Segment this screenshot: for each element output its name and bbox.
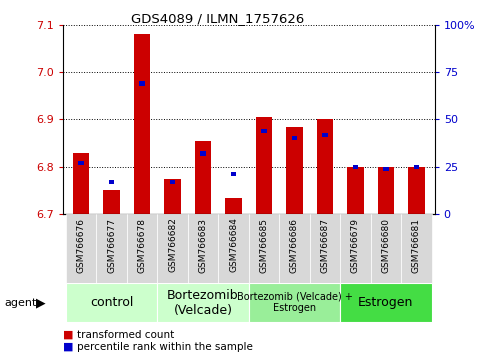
Text: GSM766681: GSM766681 [412,218,421,273]
Bar [127,214,157,283]
Text: GSM766683: GSM766683 [199,218,208,273]
Text: GSM766682: GSM766682 [168,218,177,273]
Bar [292,136,297,141]
Text: ■: ■ [63,342,73,352]
Text: GSM766678: GSM766678 [138,218,146,273]
Bar [170,180,175,184]
Bar [73,153,89,214]
Text: GSM766687: GSM766687 [320,218,329,273]
Text: ▶: ▶ [36,296,45,309]
Text: GSM766680: GSM766680 [382,218,390,273]
Text: ■: ■ [63,330,73,339]
Text: control: control [90,296,133,309]
Text: GSM766684: GSM766684 [229,218,238,273]
Text: GSM766686: GSM766686 [290,218,299,273]
Text: Bortezomib (Velcade) +
Estrogen: Bortezomib (Velcade) + Estrogen [237,292,353,314]
Bar [353,165,358,169]
Bar [256,117,272,214]
Text: Bortezomib
(Velcade): Bortezomib (Velcade) [167,289,239,317]
Bar [200,152,206,156]
Text: GSM766677: GSM766677 [107,218,116,273]
Bar [401,214,432,283]
Bar [188,214,218,283]
Bar [66,283,157,322]
Bar [383,167,389,171]
Bar [157,214,188,283]
Bar [103,190,120,214]
Bar [261,129,267,133]
Bar [139,81,145,86]
Bar [134,34,150,214]
Text: agent: agent [5,298,37,308]
Bar [340,214,370,283]
Bar [109,180,114,184]
Bar [195,141,212,214]
Bar [218,214,249,283]
Bar [347,167,364,214]
Bar [322,132,327,137]
Text: Estrogen: Estrogen [358,296,413,309]
Text: GSM766685: GSM766685 [259,218,269,273]
Text: GSM766679: GSM766679 [351,218,360,273]
Bar [279,214,310,283]
Bar [286,127,303,214]
Bar [316,119,333,214]
Bar [231,172,236,177]
Bar [408,167,425,214]
Bar [249,283,340,322]
Text: transformed count: transformed count [77,330,174,339]
Bar [340,283,432,322]
Bar [310,214,340,283]
Bar [78,161,84,165]
Bar [164,179,181,214]
Bar [157,283,249,322]
Bar [370,214,401,283]
Text: GDS4089 / ILMN_1757626: GDS4089 / ILMN_1757626 [131,12,304,25]
Text: percentile rank within the sample: percentile rank within the sample [77,342,253,352]
Bar [225,198,242,214]
Text: GSM766676: GSM766676 [77,218,85,273]
Bar [66,214,96,283]
Bar [378,167,394,214]
Bar [96,214,127,283]
Bar [249,214,279,283]
Bar [413,165,419,169]
